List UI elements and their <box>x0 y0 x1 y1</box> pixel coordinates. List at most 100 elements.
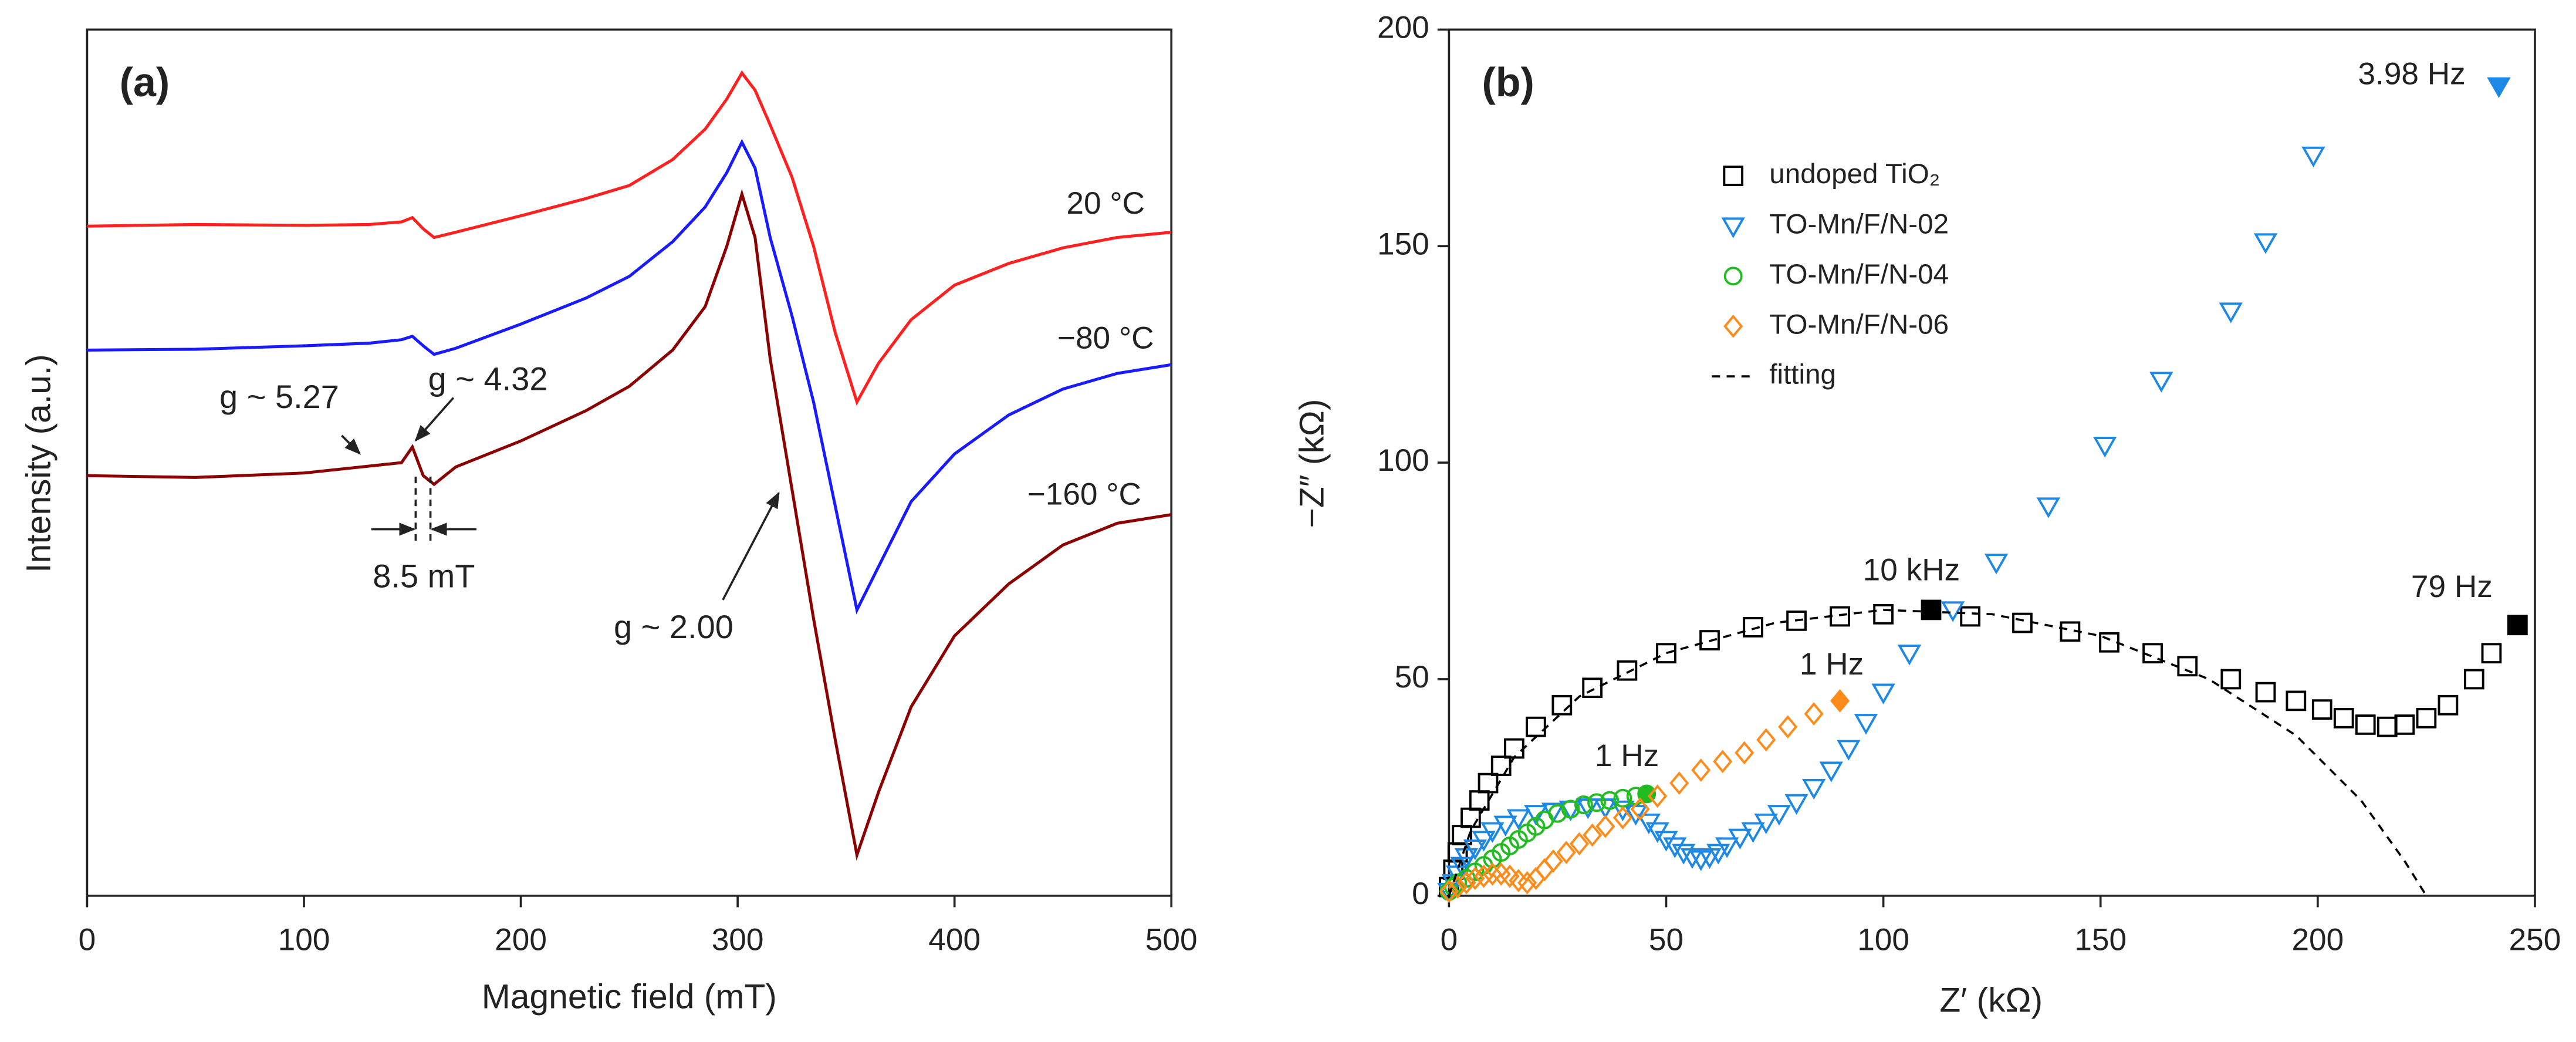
triangle-marker <box>1654 831 1678 852</box>
diamond-marker <box>1439 879 1459 903</box>
x-tick-label: 200 <box>495 922 547 957</box>
spectrum-line <box>87 139 1172 615</box>
triangle-marker <box>1506 809 1530 830</box>
annotation: g ~ 2.00 <box>614 608 733 645</box>
square-marker <box>1830 606 1850 627</box>
square-marker <box>1743 617 1763 638</box>
diamond-marker <box>1456 871 1476 895</box>
y-axis-label: Intensity (a.u.) <box>20 354 58 572</box>
diamond-marker <box>1569 832 1589 856</box>
diamond-marker <box>1723 314 1743 338</box>
y-tick-label: 100 <box>1377 443 1429 478</box>
x-tick-label: 400 <box>928 922 981 957</box>
square-marker <box>1960 606 1981 627</box>
triangle-marker <box>1819 761 1843 783</box>
square-marker <box>2507 615 2528 636</box>
square-marker <box>1490 756 1512 776</box>
panel-label: (a) <box>120 59 170 105</box>
y-axis-label: −Z″ (kΩ) <box>1293 399 1331 528</box>
triangle-marker <box>1680 848 1705 869</box>
x-tick-label: 50 <box>1649 922 1683 957</box>
triangle-marker <box>1480 822 1505 843</box>
annotation: 8.5 mT <box>373 557 475 594</box>
square-marker <box>2220 669 2242 690</box>
diamond-marker <box>1517 871 1537 895</box>
square-marker <box>1699 630 1720 650</box>
diamond-marker <box>1482 862 1502 886</box>
triangle-marker <box>2301 146 2325 168</box>
x-tick-label: 200 <box>2291 922 2344 957</box>
frequency-label: 1 Hz <box>1800 647 1864 682</box>
square-marker <box>1656 643 1676 664</box>
y-tick-label: 150 <box>1377 227 1429 261</box>
circle-marker <box>1723 267 1743 286</box>
triangle-marker <box>1671 844 1696 865</box>
circle-marker <box>1548 804 1567 823</box>
x-tick-label: 500 <box>1145 922 1198 957</box>
square-marker <box>2286 690 2307 711</box>
circle-marker <box>1600 791 1620 810</box>
triangle-marker <box>1728 828 1752 849</box>
x-tick-label: 100 <box>278 922 330 957</box>
diamond-marker <box>1595 814 1615 838</box>
annotation-arrow <box>414 397 455 442</box>
frequency-label: 79 Hz <box>2411 569 2493 604</box>
triangle-marker <box>1721 217 1745 238</box>
diamond-marker <box>1474 864 1494 888</box>
series-label: −80 °C <box>1057 321 1154 356</box>
x-tick-label: 250 <box>2509 922 2561 957</box>
diamond-marker <box>1804 702 1824 726</box>
circle-marker <box>1574 795 1593 814</box>
square-marker <box>2416 708 2437 729</box>
y-tick-label: 200 <box>1377 10 1429 45</box>
triangle-marker <box>1941 601 1965 622</box>
square-marker <box>1526 716 1546 737</box>
diamond-marker <box>1669 771 1689 795</box>
square-marker <box>1504 738 1524 759</box>
diamond-marker <box>1534 858 1554 882</box>
frequency-label: 1 Hz <box>1595 738 1659 773</box>
legend-label: TO-Mn/F/N-06 <box>1769 309 1949 340</box>
triangle-marker <box>2036 497 2061 518</box>
square-marker <box>2333 708 2354 729</box>
triangle-marker <box>1802 778 1826 800</box>
legend-label: fitting <box>1769 359 1836 390</box>
frequency-label: 3.98 Hz <box>2358 57 2465 92</box>
triangle-marker <box>1984 554 2009 575</box>
square-marker <box>2311 699 2332 720</box>
triangle-marker <box>1897 645 1922 666</box>
triangle-marker <box>2253 233 2278 254</box>
triangle-marker <box>1754 813 1778 835</box>
diamond-marker <box>1713 750 1733 773</box>
square-marker <box>1921 599 1942 621</box>
x-tick-label: 0 <box>79 922 96 957</box>
square-marker <box>2376 716 2398 737</box>
triangle-marker <box>1663 837 1687 858</box>
legend-label: undoped TiO₂ <box>1769 159 1940 190</box>
diamond-marker <box>1465 866 1485 891</box>
triangle-marker <box>1784 794 1808 815</box>
triangle-marker <box>2149 372 2173 393</box>
square-marker <box>2177 656 2198 677</box>
x-tick-label: 100 <box>1857 922 1909 957</box>
square-marker <box>1461 807 1481 828</box>
spectrum-line <box>87 70 1172 406</box>
triangle-marker <box>1741 822 1765 843</box>
triangle-marker <box>1493 815 1517 837</box>
square-marker <box>1582 677 1603 699</box>
triangle-marker <box>1472 831 1496 852</box>
y-tick-label: 50 <box>1395 660 1429 694</box>
square-marker <box>2394 714 2415 735</box>
triangle-marker <box>2092 437 2117 458</box>
diamond-marker <box>1648 784 1668 808</box>
square-marker <box>1551 694 1573 716</box>
diamond-marker <box>1583 823 1603 847</box>
square-marker <box>1873 603 1894 625</box>
diamond-marker <box>1735 741 1754 765</box>
plot-frame <box>86 28 1173 897</box>
square-marker <box>1617 660 1638 681</box>
circle-marker <box>1561 800 1580 819</box>
square-marker <box>2255 682 2276 703</box>
x-axis-label: Z′ (kΩ) <box>1939 981 2043 1019</box>
